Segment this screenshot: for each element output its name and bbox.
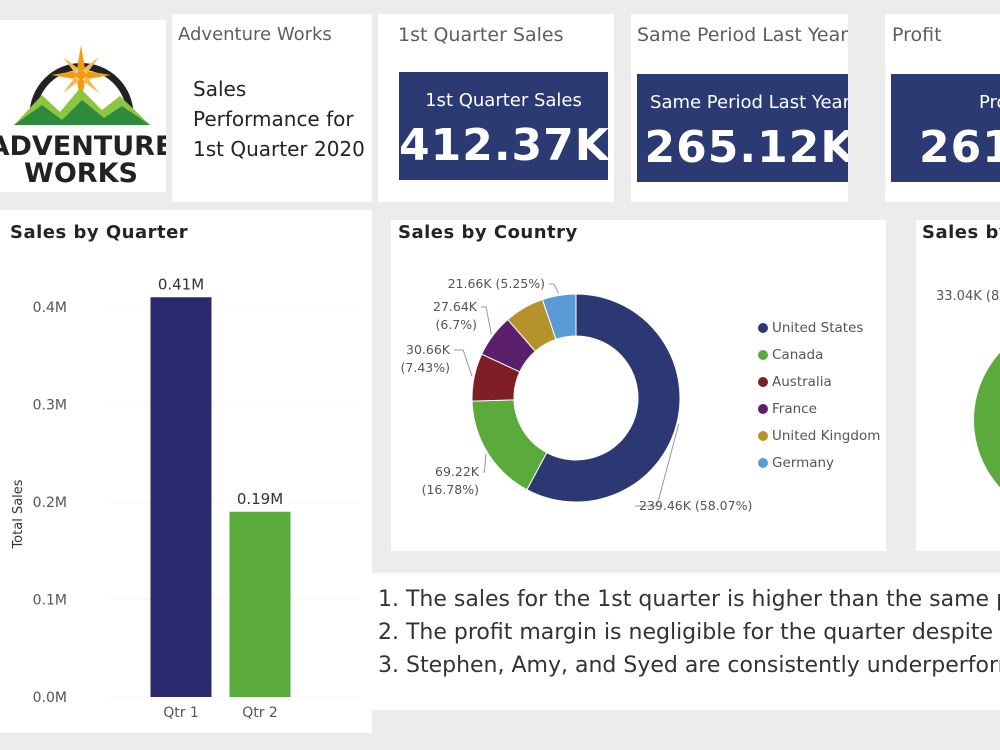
kpi-tile-title: Same Period Last Year	[637, 24, 848, 46]
legend-color-dot	[758, 431, 768, 441]
leader-line	[483, 453, 487, 473]
kpi-card: 1st Quarter Sales 412.37K	[399, 72, 608, 180]
logo-text-line2: WORKS	[24, 158, 138, 189]
note-1: 1. The sales for the 1st quarter is high…	[378, 587, 1000, 612]
legend-item[interactable]: United States	[758, 320, 863, 336]
report-subtitle-line3: 1st Quarter 2020	[193, 137, 365, 161]
data-label: 27.64K	[433, 299, 478, 314]
kpi-card: Same Period Last Year 265.12K	[637, 74, 848, 182]
data-label: 33.04K (8.0	[936, 289, 1000, 304]
visual-title: Sales by	[922, 222, 1000, 243]
report-subtitle-line2: Performance for	[193, 107, 354, 131]
adventure-works-logo: ADVENTURE WORKS	[0, 45, 166, 189]
leader-line	[549, 283, 560, 294]
visual-title: Sales by Country	[398, 222, 578, 243]
kpi-tile-title: Profit	[892, 24, 942, 46]
company-tile: Adventure Works Sales Performance for 1s…	[172, 14, 372, 202]
kpi-tile-profit[interactable]: Profit Profit 261	[885, 14, 1000, 202]
bar-chart: 0.0M 0.1M 0.2M 0.3M 0.4M 0.41M Qtr 1 0.19M Qtr …	[11, 275, 360, 721]
report-subtitle-line1: Sales	[193, 77, 247, 101]
legend-color-dot	[758, 458, 768, 468]
legend-label: Germany	[772, 455, 835, 471]
kpi-value: 265.12K	[644, 122, 848, 173]
donut-slice-germany[interactable]	[541, 293, 577, 340]
bar-qtr-1[interactable]	[150, 297, 212, 697]
legend-color-dot	[758, 404, 768, 414]
data-label: 30.66K	[406, 342, 451, 357]
legend-item[interactable]: Canada	[758, 347, 823, 363]
donut-slice-united-states[interactable]	[526, 293, 681, 503]
x-tick-label: Qtr 1	[163, 705, 199, 721]
donut-chart: 239.46K (58.07%) 69.22K (16.78%) 30.66K (7.4…	[401, 276, 753, 513]
data-label: (6.7%)	[435, 317, 477, 332]
kpi-value: 412.37K	[399, 120, 608, 171]
kpi-value: 261	[919, 122, 1000, 173]
data-label: (7.43%)	[401, 360, 450, 375]
kpi-tile-quarter-sales[interactable]: 1st Quarter Sales 1st Quarter Sales 412.…	[378, 14, 614, 202]
note-2: 2. The profit margin is negligible for t…	[378, 620, 994, 645]
y-tick-label: 0.1M	[33, 593, 67, 609]
y-axis-title: Total Sales	[11, 479, 26, 549]
x-tick-label: Qtr 2	[242, 705, 278, 721]
data-label: 21.66K (5.25%)	[448, 276, 545, 291]
legend-label: Australia	[772, 374, 832, 390]
visual-title: Sales by Quarter	[10, 222, 189, 243]
legend-item[interactable]: France	[758, 401, 817, 417]
pie-slice-partial	[974, 320, 1000, 520]
leader-line	[635, 423, 680, 507]
kpi-card: Profit 261	[891, 74, 1000, 182]
leader-line	[481, 306, 492, 335]
legend-label: Canada	[772, 347, 824, 363]
y-tick-label: 0.2M	[33, 495, 67, 511]
sales-by-quarter-visual[interactable]: Sales by Quarter 0.0M 0.1M 0.2M 0.3M 0.4M 0.…	[0, 210, 372, 733]
bar-qtr-2[interactable]	[229, 511, 291, 697]
data-label: 0.19M	[237, 490, 283, 508]
y-tick-label: 0.0M	[33, 690, 67, 706]
company-name: Adventure Works	[178, 24, 332, 45]
data-label: 69.22K	[435, 464, 480, 479]
legend-item[interactable]: Australia	[758, 374, 832, 390]
legend-item[interactable]: Germany	[758, 455, 834, 471]
legend-color-dot	[758, 323, 768, 333]
legend-label: France	[772, 401, 817, 417]
data-label: 0.41M	[158, 275, 204, 293]
kpi-label: 1st Quarter Sales	[425, 90, 582, 111]
kpi-tile-same-period[interactable]: Same Period Last Year Same Period Last Y…	[631, 14, 848, 202]
third-visual[interactable]: Sales by 33.04K (8.0	[916, 220, 1000, 551]
legend-color-dot	[758, 377, 768, 387]
notes-panel	[372, 573, 1000, 710]
note-3: 3. Stephen, Amy, and Syed are consistent…	[378, 653, 1000, 678]
y-tick-label: 0.3M	[33, 398, 67, 414]
legend-item[interactable]: United Kingdom	[758, 428, 880, 444]
leader-line	[454, 349, 473, 377]
logo-text-line1: ADVENTURE	[0, 131, 166, 162]
legend-label: United States	[772, 320, 864, 336]
data-label: 239.46K (58.07%)	[639, 498, 752, 513]
logo-tile: ADVENTURE WORKS	[0, 20, 166, 192]
kpi-tile-title: 1st Quarter Sales	[398, 24, 564, 46]
kpi-label: Profit	[979, 92, 1000, 113]
legend-color-dot	[758, 350, 768, 360]
y-tick-label: 0.4M	[33, 300, 67, 316]
legend-label: United Kingdom	[772, 428, 881, 444]
logo-mountains-dark	[14, 100, 150, 125]
data-label: (16.78%)	[422, 482, 479, 497]
kpi-label: Same Period Last Year	[650, 92, 848, 113]
